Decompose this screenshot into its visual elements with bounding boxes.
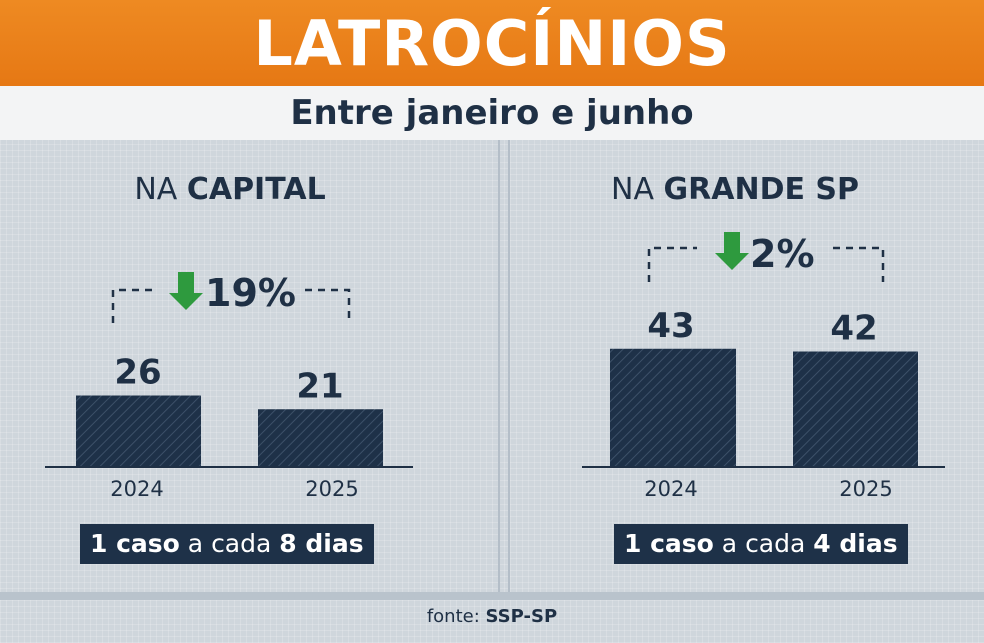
source-name: SSP-SP <box>485 606 558 627</box>
category-label-2024: 2024 <box>644 477 697 501</box>
value-label-2024: 43 <box>647 306 694 346</box>
chart-area: 19% 26 21 2024 2025 2% 43 42 2024 2025 <box>0 140 984 600</box>
bar-2025 <box>793 351 918 467</box>
panel-title-prefix: NA <box>611 172 654 207</box>
chart-capital: 19% 26 21 2024 2025 <box>45 271 413 501</box>
page-title: LATROCÍNIOS <box>253 6 731 80</box>
value-label-2025: 42 <box>830 309 877 349</box>
bar-2024 <box>76 395 201 467</box>
footnote-middle: a cada <box>721 529 806 558</box>
footnote-middle: a cada <box>187 529 272 558</box>
panel-title-capital: NA CAPITAL <box>0 172 460 207</box>
panel-title-prefix: NA <box>134 172 178 207</box>
bottom-divider <box>0 592 984 600</box>
category-label-2024: 2024 <box>110 477 163 501</box>
footnote-count: 1 caso <box>90 529 180 558</box>
panel-title-name: GRANDE SP <box>663 172 859 207</box>
panel-title-grande-sp: NA GRANDE SP <box>505 172 965 207</box>
footnote-period: 8 dias <box>279 529 364 558</box>
arrow-down-icon <box>169 272 203 310</box>
subtitle-band: Entre janeiro e junho <box>0 86 984 140</box>
change-bracket <box>111 288 351 323</box>
source-label: fonte: <box>426 606 480 627</box>
footnote-count: 1 caso <box>624 529 714 558</box>
panel-title-name: CAPITAL <box>186 172 326 207</box>
source-line: fonte: SSP-SP <box>0 606 984 627</box>
page-subtitle: Entre janeiro e junho <box>290 93 694 133</box>
bar-2024 <box>610 348 736 467</box>
value-label-2024: 26 <box>114 353 161 393</box>
change-bracket <box>647 246 885 282</box>
footnote-period: 4 dias <box>813 529 898 558</box>
change-label: 2% <box>750 232 815 276</box>
category-label-2025: 2025 <box>305 477 358 501</box>
change-label: 19% <box>205 271 296 315</box>
bar-2025 <box>258 409 383 467</box>
arrow-down-icon <box>715 232 749 270</box>
value-label-2025: 21 <box>296 366 343 406</box>
footnote-capital: 1 caso a cada 8 dias <box>80 524 374 564</box>
footnote-grande-sp: 1 caso a cada 4 dias <box>614 524 908 564</box>
header-band: LATROCÍNIOS <box>0 0 984 86</box>
category-label-2025: 2025 <box>839 477 892 501</box>
chart-grande-sp: 2% 43 42 2024 2025 <box>582 232 945 501</box>
